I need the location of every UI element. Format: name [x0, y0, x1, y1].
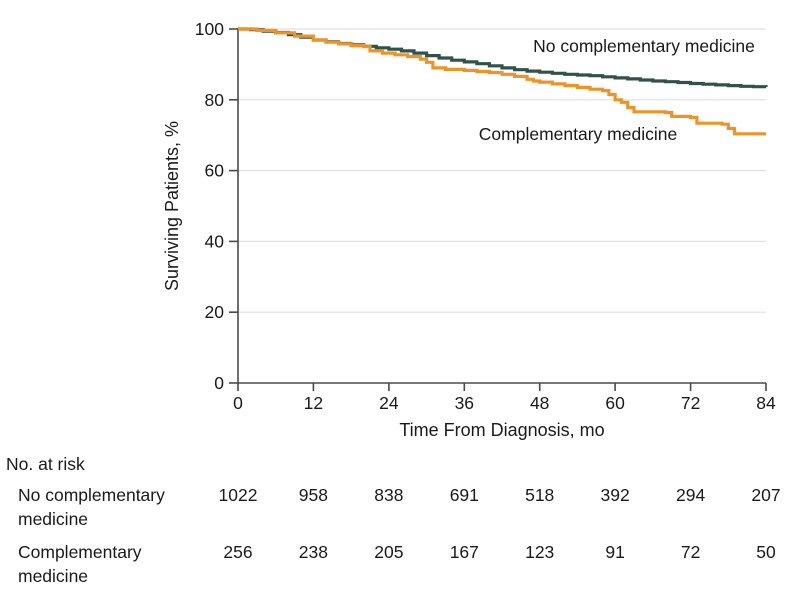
axes [237, 28, 766, 384]
x-tick-label-60: 60 [605, 393, 625, 413]
risk-value-row1-t12: 958 [299, 485, 328, 505]
x-tick-label-12: 12 [304, 393, 323, 413]
x-tick-label-36: 36 [455, 393, 474, 413]
y-tick-label-0: 0 [214, 373, 224, 393]
risk-value-row2-t0: 256 [223, 542, 252, 562]
x-axis-ticks: 0 12 24 36 48 60 72 84 [233, 383, 776, 413]
risk-value-row1-t48: 518 [525, 485, 554, 505]
survival-curve-complementary [238, 27, 766, 136]
risk-value-row2-t36: 167 [450, 542, 479, 562]
y-tick-label-80: 80 [205, 90, 225, 110]
x-tick-label-0: 0 [233, 393, 243, 413]
x-tick-label-48: 48 [530, 393, 549, 413]
y-axis-ticks: 0 20 40 60 80 100 [195, 19, 238, 393]
risk-value-row1-t24: 838 [374, 485, 403, 505]
y-tick-label-60: 60 [205, 161, 225, 181]
risk-value-row2-t12: 238 [299, 542, 328, 562]
y-tick-label-40: 40 [205, 231, 225, 251]
x-tick-label-24: 24 [379, 393, 399, 413]
risk-row2-label-line2: medicine [18, 566, 88, 586]
risk-value-row2-t60: 91 [605, 542, 624, 562]
risk-row1-label-line2: medicine [18, 509, 88, 529]
x-tick-label-72: 72 [681, 393, 700, 413]
gridlines [238, 28, 766, 313]
risk-value-row1-t36: 691 [450, 485, 479, 505]
x-axis-title: Time From Diagnosis, mo [399, 420, 604, 440]
risk-value-row2-t24: 205 [374, 542, 403, 562]
y-tick-label-100: 100 [195, 19, 224, 39]
y-axis-title: Surviving Patients, % [162, 121, 182, 291]
risk-value-row1-t0: 1022 [219, 485, 258, 505]
risk-value-row1-t84: 207 [751, 485, 780, 505]
risk-value-row1-t60: 392 [600, 485, 629, 505]
series-label-complementary: Complementary medicine [479, 124, 677, 144]
risk-row2-label-line1: Complementary [18, 542, 142, 562]
x-tick-label-84: 84 [756, 393, 776, 413]
risk-table-title: No. at risk [6, 454, 85, 474]
risk-value-row2-t48: 123 [525, 542, 554, 562]
risk-value-row2-t72: 72 [681, 542, 700, 562]
survival-curves [238, 27, 768, 136]
risk-table-values: 1022 958 838 691 518 392 294 207 256 238 205 167 123… [219, 485, 781, 562]
risk-value-row2-t84: 50 [756, 542, 776, 562]
risk-row1-label-line1: No complementary [18, 485, 165, 505]
risk-table: No. at risk No complementary medicine Co… [6, 454, 781, 586]
y-tick-label-20: 20 [205, 302, 225, 322]
series-label-no-complementary: No complementary medicine [533, 36, 755, 56]
risk-value-row1-t72: 294 [676, 485, 705, 505]
